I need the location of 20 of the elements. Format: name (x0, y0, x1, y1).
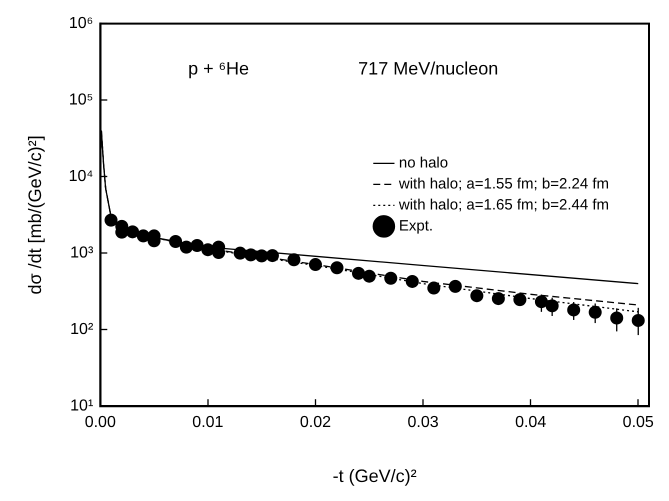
annotation: 717 MeV/nucleon (358, 58, 498, 78)
y-tick-label: 10² (70, 321, 94, 338)
x-tick-label: 0.00 (84, 414, 116, 432)
legend-label: with halo; a=1.55 fm; b=2.24 fm (398, 176, 609, 192)
legend-label: no halo (398, 154, 448, 172)
x-tick-label: 0.02 (300, 414, 332, 432)
legend-label: Expt. (398, 218, 434, 234)
y-tick-label: 10³ (70, 244, 94, 262)
x-axis-title: -t (GeV/c)² (332, 466, 417, 486)
legend-label: with halo; a=1.65 fm; b=2.44 fm (398, 196, 609, 214)
y-tick-label: 10⁶ (68, 15, 94, 32)
x-tick-label: 0.05 (622, 414, 654, 432)
y-tick-label: 10¹ (70, 398, 94, 415)
y-axis-title: dσ /dt [mb/(GeV/c)²] (24, 135, 45, 294)
x-tick-label: 0.04 (515, 414, 546, 432)
y-tick-label: 10⁴ (68, 168, 94, 186)
annotation: p + ⁶He (188, 58, 250, 78)
y-tick-label: 10⁵ (68, 92, 94, 109)
x-tick-label: 0.01 (192, 414, 224, 432)
x-tick-label: 0.03 (407, 414, 439, 432)
